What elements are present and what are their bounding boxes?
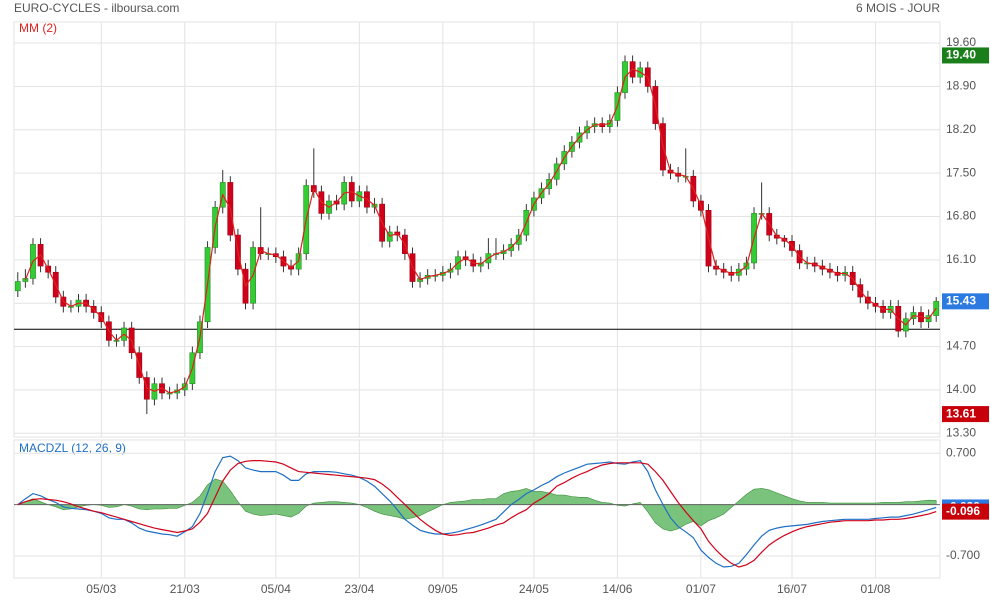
value-badge-label: 19.40: [946, 48, 976, 62]
y-tick-label: 19.60: [946, 35, 976, 49]
value-badge-label: 13.61: [946, 406, 976, 420]
macd-title: MACDZL (12, 26, 9): [19, 441, 126, 455]
chart-title: EURO-CYCLES - ilboursa.com: [14, 1, 179, 15]
y-tick-label: 14.00: [946, 382, 976, 396]
macd-panel: [13, 439, 941, 579]
x-tick-label: 05/04: [261, 582, 291, 596]
chart-subtitle: 6 MOIS - JOUR: [856, 1, 940, 15]
x-tick-label: 23/04: [344, 582, 374, 596]
price-panel: [13, 21, 941, 438]
y-tick-label: -0.700: [946, 548, 980, 562]
line-series: [24, 68, 937, 394]
candle-body: [14, 281, 21, 292]
x-tick-label: 01/08: [860, 582, 890, 596]
x-tick-label: 09/05: [428, 582, 458, 596]
value-badge: [942, 406, 989, 423]
value-badge: [942, 503, 989, 520]
histogram-area: [16, 478, 937, 532]
line-series: [17, 455, 937, 568]
y-tick-label: 17.50: [946, 165, 976, 179]
x-tick-label: 05/03: [86, 582, 116, 596]
y-tick-label: 18.90: [946, 79, 976, 93]
value-badge: [942, 293, 989, 310]
legend-entry: MM (2): [19, 21, 57, 35]
y-tick-label: 16.80: [946, 209, 976, 223]
value-badge-label: -0.096: [946, 504, 980, 518]
y-tick-label: 16.10: [946, 252, 976, 266]
x-tick-label: 14/06: [602, 582, 632, 596]
y-tick-label: 13.30: [946, 425, 976, 439]
x-tick-label: 24/05: [519, 582, 549, 596]
x-tick-label: 21/03: [170, 582, 200, 596]
x-tick-label: 01/07: [686, 582, 716, 596]
value-badge: [942, 47, 989, 64]
value-badge-label: 15.43: [946, 294, 976, 308]
line-series: [17, 460, 937, 568]
y-tick-label: 18.20: [946, 122, 976, 136]
y-tick-label: 14.70: [946, 339, 976, 353]
y-tick-label: 0.700: [946, 445, 976, 459]
x-tick-label: 16/07: [777, 582, 807, 596]
